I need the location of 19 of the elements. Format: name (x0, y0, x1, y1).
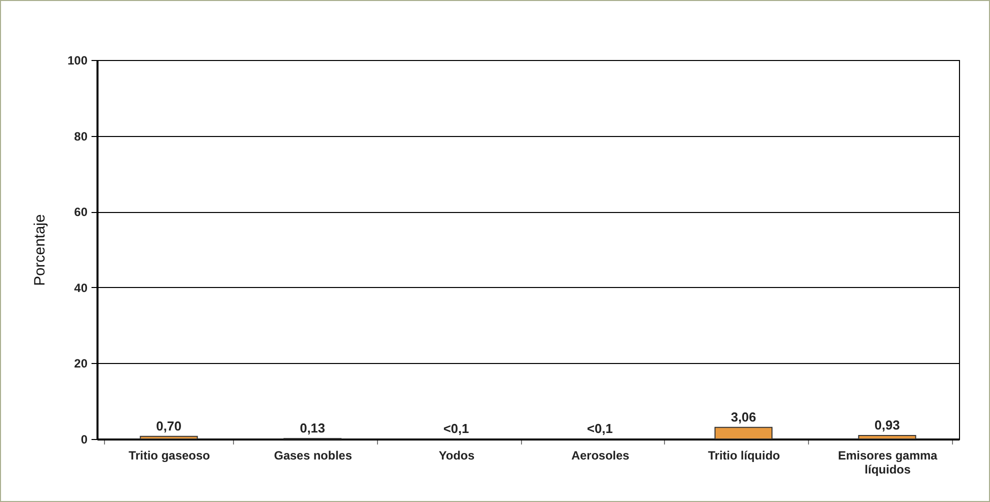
data-label: 0,13 (300, 420, 326, 436)
y-tick-label: 100 (67, 54, 88, 68)
y-tick-label: 20 (74, 356, 88, 371)
x-tick-label: Tritio líquido (708, 448, 780, 462)
x-tick-label: Gases nobles (274, 448, 352, 462)
y-tick-label: 60 (74, 205, 88, 220)
text: <0,1 (443, 421, 470, 436)
data-label: 3,06 (730, 409, 756, 424)
x-tick-label: Yodos (438, 448, 475, 462)
y-tick-label: 80 (74, 129, 88, 144)
y-tick-label: 0 (80, 432, 88, 446)
data-label: 0,93 (874, 417, 900, 432)
data-label: 0,70 (156, 418, 182, 434)
x-tick-label: Tritio gaseoso (128, 448, 210, 462)
text: <0,1 (586, 421, 613, 436)
x-tick-label: Aerosoles (571, 448, 630, 462)
x-tick-label: Emisores gamma líquidos (838, 448, 938, 476)
y-tick-label: 40 (74, 280, 88, 295)
y-axis-title: Porcentaje (31, 214, 48, 286)
